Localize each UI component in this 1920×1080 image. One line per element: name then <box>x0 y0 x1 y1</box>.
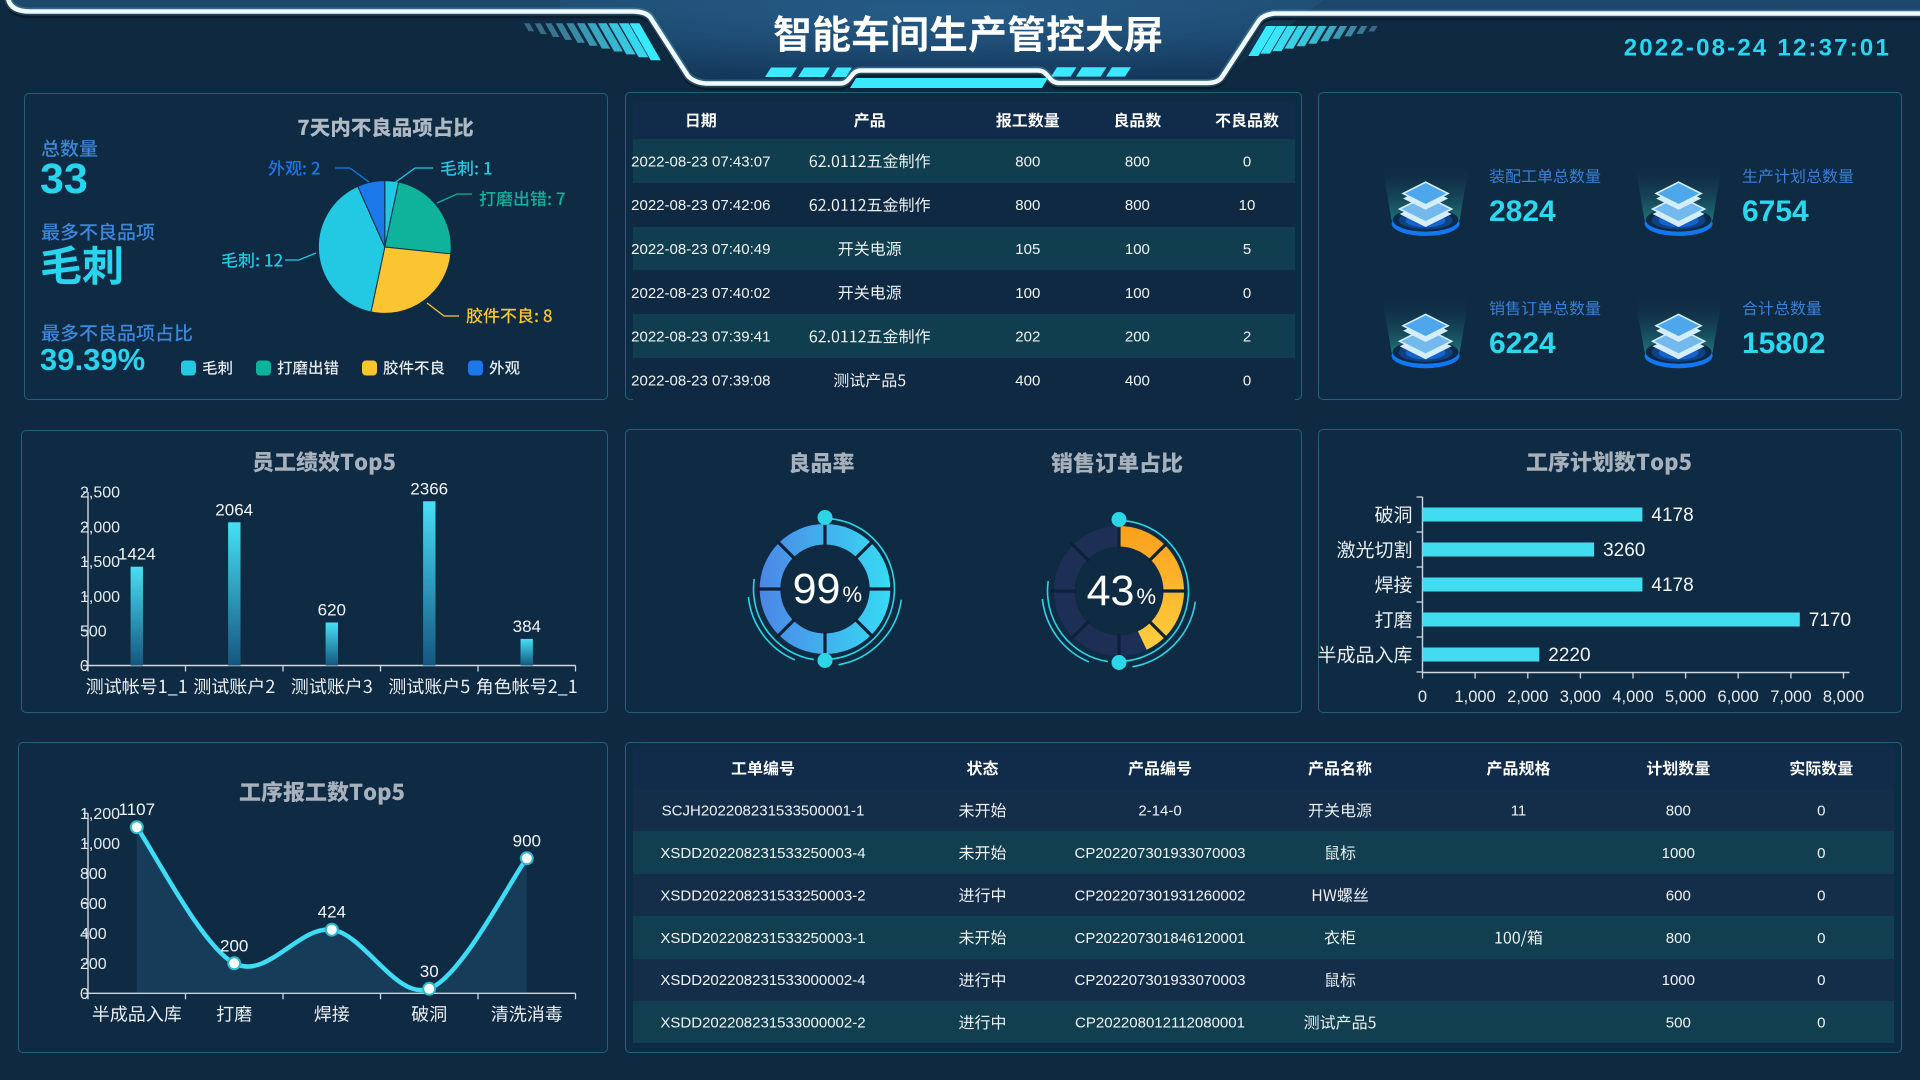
svg-text:0: 0 <box>1817 1015 1825 1032</box>
svg-text:8,000: 8,000 <box>1823 688 1864 706</box>
svg-text:0: 0 <box>1243 373 1251 390</box>
svg-text:6754: 6754 <box>1742 195 1809 228</box>
svg-text:1,200: 1,200 <box>80 806 120 823</box>
svg-text:424: 424 <box>318 903 346 922</box>
svg-text:202: 202 <box>1015 329 1040 346</box>
svg-text:200: 200 <box>1125 329 1150 346</box>
svg-text:%: % <box>1137 584 1157 609</box>
svg-text:2022-08-23 07:39:08: 2022-08-23 07:39:08 <box>631 373 770 390</box>
svg-text:XSDD202208231533250003-1: XSDD202208231533250003-1 <box>660 930 865 947</box>
svg-text:CP202207301933070003: CP202207301933070003 <box>1075 845 1246 862</box>
svg-text:4,000: 4,000 <box>1612 688 1653 706</box>
svg-text:0: 0 <box>1243 285 1251 302</box>
svg-text:1,000: 1,000 <box>80 589 120 606</box>
svg-text:2,500: 2,500 <box>80 485 120 502</box>
svg-text:620: 620 <box>318 601 346 620</box>
svg-text:400: 400 <box>1125 373 1150 390</box>
svg-text:5: 5 <box>1243 241 1251 258</box>
svg-text:0: 0 <box>1817 930 1825 947</box>
svg-text:4178: 4178 <box>1651 505 1693 526</box>
svg-text:11: 11 <box>1511 803 1527 820</box>
svg-text:900: 900 <box>513 831 541 850</box>
svg-text:800: 800 <box>1666 930 1691 947</box>
svg-text:100: 100 <box>1125 285 1150 302</box>
svg-text:400: 400 <box>1015 373 1040 390</box>
svg-text:XSDD202208231533250003-2: XSDD202208231533250003-2 <box>660 887 865 904</box>
svg-text:1107: 1107 <box>119 800 156 819</box>
svg-text:2220: 2220 <box>1548 645 1590 666</box>
svg-text:800: 800 <box>1666 803 1691 820</box>
svg-text:0: 0 <box>1817 803 1825 820</box>
svg-text:105: 105 <box>1015 241 1040 258</box>
svg-text:400: 400 <box>80 926 107 943</box>
svg-text:0: 0 <box>1418 688 1427 706</box>
svg-text:99: 99 <box>793 565 841 613</box>
svg-text:7170: 7170 <box>1809 610 1851 631</box>
svg-text:800: 800 <box>1015 153 1040 170</box>
svg-text:2824: 2824 <box>1489 195 1556 228</box>
svg-text:CP202207301846120001: CP202207301846120001 <box>1075 930 1246 947</box>
svg-text:200: 200 <box>220 936 248 955</box>
svg-text:2: 2 <box>1243 329 1251 346</box>
svg-text:1000: 1000 <box>1662 972 1695 989</box>
svg-text:2,000: 2,000 <box>80 519 120 536</box>
svg-text:0: 0 <box>1817 887 1825 904</box>
svg-text:100: 100 <box>1125 241 1150 258</box>
svg-text:0: 0 <box>80 986 89 1003</box>
svg-text:2366: 2366 <box>410 479 448 498</box>
svg-text:6224: 6224 <box>1489 327 1556 360</box>
svg-text:384: 384 <box>513 617 541 636</box>
svg-text:3260: 3260 <box>1603 540 1645 561</box>
svg-text:500: 500 <box>1666 1015 1691 1032</box>
svg-text:33: 33 <box>40 155 88 203</box>
svg-text:6,000: 6,000 <box>1718 688 1759 706</box>
svg-text:CP202208012112080001: CP202208012112080001 <box>1075 1015 1245 1032</box>
svg-text:2022-08-24 12:37:01: 2022-08-24 12:37:01 <box>1624 35 1891 62</box>
svg-text:XSDD202208231533000002-2: XSDD202208231533000002-2 <box>660 1015 865 1032</box>
svg-text:100: 100 <box>1015 285 1040 302</box>
svg-text:800: 800 <box>80 866 107 883</box>
svg-text:XSDD202208231533250003-4: XSDD202208231533250003-4 <box>660 845 865 862</box>
svg-text:800: 800 <box>1125 197 1150 214</box>
svg-text:2022-08-23 07:40:49: 2022-08-23 07:40:49 <box>631 241 770 258</box>
svg-text:600: 600 <box>80 896 107 913</box>
svg-text:0: 0 <box>1817 972 1825 989</box>
svg-text:4178: 4178 <box>1651 575 1693 596</box>
svg-text:2022-08-23 07:43:07: 2022-08-23 07:43:07 <box>631 153 770 170</box>
svg-text:XSDD202208231533000002-4: XSDD202208231533000002-4 <box>660 972 865 989</box>
svg-text:600: 600 <box>1666 887 1691 904</box>
svg-text:CP202207301933070003: CP202207301933070003 <box>1075 972 1246 989</box>
svg-text:10: 10 <box>1239 197 1256 214</box>
svg-text:2,000: 2,000 <box>1507 688 1548 706</box>
svg-text:30: 30 <box>420 962 439 981</box>
svg-text:15802: 15802 <box>1742 327 1825 360</box>
svg-text:1000: 1000 <box>1662 845 1695 862</box>
svg-text:200: 200 <box>80 956 107 973</box>
svg-text:0: 0 <box>1243 153 1251 170</box>
svg-text:0: 0 <box>80 658 89 675</box>
svg-text:500: 500 <box>80 624 107 641</box>
svg-text:%: % <box>843 582 863 607</box>
svg-text:2022-08-23 07:40:02: 2022-08-23 07:40:02 <box>631 285 770 302</box>
svg-text:7,000: 7,000 <box>1770 688 1811 706</box>
svg-text:3,000: 3,000 <box>1560 688 1601 706</box>
svg-text:1,000: 1,000 <box>1454 688 1495 706</box>
svg-text:1424: 1424 <box>118 545 156 564</box>
svg-text:800: 800 <box>1015 197 1040 214</box>
svg-text:1,500: 1,500 <box>80 554 120 571</box>
svg-text:39.39%: 39.39% <box>40 342 145 377</box>
svg-text:0: 0 <box>1817 845 1825 862</box>
svg-text:43: 43 <box>1087 567 1135 615</box>
svg-text:800: 800 <box>1125 153 1150 170</box>
svg-text:2022-08-23 07:42:06: 2022-08-23 07:42:06 <box>631 197 770 214</box>
svg-text:1,000: 1,000 <box>80 836 120 853</box>
svg-text:2064: 2064 <box>215 500 253 519</box>
svg-text:CP202207301931260002: CP202207301931260002 <box>1075 887 1246 904</box>
svg-text:2022-08-23 07:39:41: 2022-08-23 07:39:41 <box>631 329 770 346</box>
svg-text:SCJH202208231533500001-1: SCJH202208231533500001-1 <box>662 803 865 820</box>
svg-text:5,000: 5,000 <box>1665 688 1706 706</box>
svg-text:2-14-0: 2-14-0 <box>1138 803 1181 820</box>
